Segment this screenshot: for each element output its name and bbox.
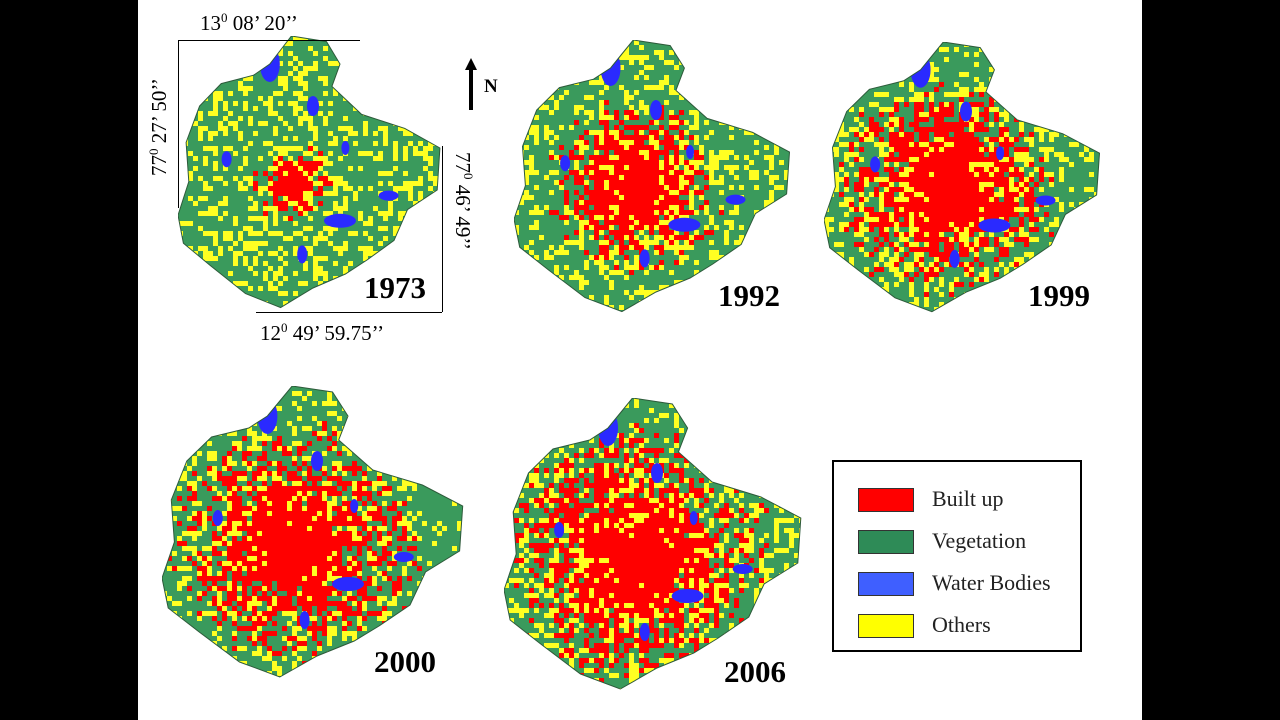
water-body <box>725 194 746 205</box>
map-1999 <box>824 42 1108 320</box>
water-body <box>324 213 356 228</box>
land-use-map-1973 <box>178 36 441 309</box>
water-body <box>1035 195 1056 206</box>
legend-label: Vegetation <box>932 528 1027 553</box>
water-body <box>996 146 1005 161</box>
land-use-map-2006 <box>504 398 802 690</box>
frame-line-right <box>442 146 443 312</box>
water-body <box>960 101 972 122</box>
legend-label: Built up <box>932 486 1004 511</box>
legend-label: Others <box>932 612 991 637</box>
water-body <box>311 451 323 471</box>
land-use-map-1999 <box>824 42 1101 313</box>
coord-bottom: 120 49’ 59.75’’ <box>260 320 385 345</box>
legend-swatch-built-up <box>858 488 914 512</box>
coord-right: 770 46’ 49’’ <box>451 152 476 250</box>
north-arrow: N <box>464 56 504 112</box>
water-body <box>350 499 359 513</box>
water-body <box>393 552 414 562</box>
land-use-map-2000 <box>162 386 464 678</box>
frame-line-left <box>178 40 179 208</box>
year-label-2000: 2000 <box>374 644 436 679</box>
year-label-1999: 1999 <box>1028 278 1090 313</box>
frame-line-bottom <box>256 312 442 313</box>
slide: 1973 1992 1999 2000 2006 130 08’ 20’’ 77… <box>138 0 1142 720</box>
water-body <box>554 522 565 538</box>
water-body <box>307 96 319 116</box>
water-body <box>949 249 960 268</box>
legend-swatch-others <box>858 614 914 638</box>
water-body <box>639 249 650 268</box>
year-label-2006: 2006 <box>724 654 786 689</box>
map-2006 <box>504 398 810 698</box>
map-1973 <box>178 36 448 316</box>
coord-left: 770 27’ 50’’ <box>146 78 171 176</box>
water-body <box>341 141 350 155</box>
water-body <box>639 623 650 641</box>
water-body <box>650 100 662 120</box>
water-body <box>732 564 753 574</box>
legend-swatch-vegetation <box>858 530 914 554</box>
water-body <box>978 218 1011 233</box>
water-body <box>686 145 695 159</box>
legend: Built up Vegetation Water Bodies Others <box>832 460 1082 652</box>
legend-label: Water Bodies <box>932 570 1051 595</box>
water-body <box>870 156 881 173</box>
water-body <box>378 190 399 201</box>
year-label-1973: 1973 <box>364 270 426 305</box>
map-2000 <box>162 386 472 686</box>
north-label: N <box>484 76 498 97</box>
north-arrow-icon <box>465 58 477 110</box>
map-1992 <box>514 40 798 320</box>
water-body <box>671 589 704 603</box>
frame-line-top <box>178 40 360 41</box>
water-body <box>297 245 308 264</box>
legend-swatch-water-bodies <box>858 572 914 596</box>
water-body <box>668 217 701 232</box>
water-body <box>299 611 310 629</box>
water-body <box>560 155 571 172</box>
water-body <box>221 151 232 168</box>
water-body <box>651 463 663 483</box>
year-label-1992: 1992 <box>718 278 780 313</box>
land-use-map-1992 <box>514 40 791 313</box>
coord-top: 130 08’ 20’’ <box>200 10 298 35</box>
water-body <box>332 577 364 591</box>
water-body <box>212 510 223 526</box>
water-body <box>689 511 698 525</box>
